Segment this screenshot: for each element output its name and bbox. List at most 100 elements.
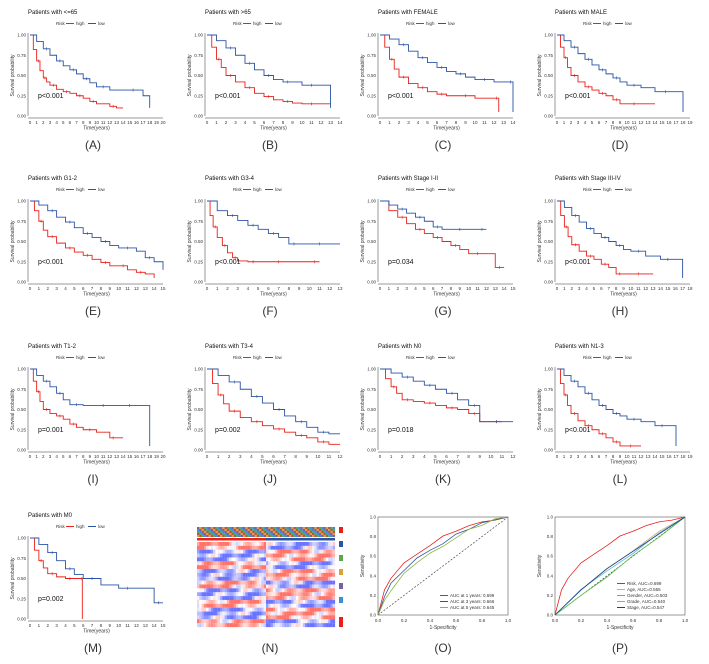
heatmap-cell xyxy=(213,549,216,554)
x-tick-label: 11 xyxy=(125,623,130,628)
heatmap-cell xyxy=(215,607,218,612)
heatmap-cell xyxy=(222,615,225,620)
heatmap-cell xyxy=(295,596,299,601)
x-tick-label: 9 xyxy=(619,454,622,459)
heatmap-cell xyxy=(309,545,313,550)
heatmap-cell xyxy=(321,615,324,620)
x-tick-label: 5 xyxy=(62,120,65,125)
heatmap-cell xyxy=(314,588,317,593)
heatmap-cell xyxy=(231,576,234,581)
heatmap-cell xyxy=(224,576,227,581)
annotation-cell xyxy=(286,535,290,537)
roc-curve xyxy=(554,516,686,616)
heatmap-cell xyxy=(254,572,257,577)
x-tick-label: 12 xyxy=(337,454,343,459)
km-curve-high xyxy=(30,200,155,278)
heatmap-cell xyxy=(314,561,317,566)
heatmap-cell xyxy=(325,599,329,604)
heatmap-cell xyxy=(268,611,271,616)
heatmap-cell xyxy=(314,580,317,585)
heatmap-cell xyxy=(259,565,262,570)
heatmap-cell xyxy=(210,584,214,589)
legend-label-low: low xyxy=(98,21,106,26)
heatmap-cell xyxy=(279,611,283,616)
annotation-cell xyxy=(282,533,285,535)
x-tick-label: 6 xyxy=(445,454,448,459)
heatmap-cell xyxy=(282,565,285,570)
legend-label-low: low xyxy=(448,21,456,26)
heatmap-cell xyxy=(243,592,246,597)
heatmap-cell xyxy=(289,584,292,589)
heatmap-cell xyxy=(201,580,204,585)
heatmap-cell xyxy=(206,603,209,608)
panel-p: 0.0 0.2 0.4 0.6 0.8 1.0 0.0 0.2 0.4 0.6 0.8 1.0 1-Sp… xyxy=(535,505,705,656)
heatmap-cell xyxy=(243,549,246,554)
x-tick-label: 15 xyxy=(160,286,166,291)
x-tick-label: 10 xyxy=(307,286,313,291)
heatmap-cell xyxy=(302,569,306,574)
y-tick-label: 0.75 xyxy=(544,53,553,58)
heatmap-cell xyxy=(206,588,209,593)
x-tick-label: 8 xyxy=(615,286,618,291)
x-tick-label: 0 xyxy=(29,454,32,459)
y-axis-label: Survival probability xyxy=(10,54,16,96)
annotation-cell xyxy=(210,533,214,535)
km-curve-high xyxy=(30,537,83,619)
heatmap-cell xyxy=(238,584,241,589)
heatmap-cell xyxy=(275,572,278,577)
heatmap-cell xyxy=(266,619,269,624)
heatmap-cell xyxy=(238,596,241,601)
annotation-cell xyxy=(275,531,278,533)
heatmap-cell xyxy=(215,557,218,562)
heatmap-cell xyxy=(272,615,276,620)
heatmap-cell xyxy=(199,565,202,570)
x-tick-label: 0 xyxy=(206,120,209,125)
heatmap-cell xyxy=(307,611,310,616)
x-tick-label: 2 xyxy=(570,454,573,459)
y-tick-label: 0.75 xyxy=(17,556,26,561)
annotation-cell xyxy=(252,535,255,537)
heatmap-cell xyxy=(298,599,301,604)
heatmap-cell xyxy=(199,611,202,616)
annotation-cell xyxy=(332,529,336,531)
heatmap-cell xyxy=(295,580,299,585)
x-tick-label: 7 xyxy=(605,454,608,459)
annotation-cell xyxy=(197,535,200,537)
heatmap-cell xyxy=(236,619,239,624)
heatmap-cell xyxy=(197,553,200,558)
heatmap-cell xyxy=(236,576,239,581)
y-tick-label: 0.00 xyxy=(367,280,376,285)
plot-frame xyxy=(377,516,509,616)
heatmap-cell xyxy=(199,584,202,589)
annotation-cell xyxy=(261,531,264,533)
heatmap-cell xyxy=(256,561,260,566)
panel-label: (K) xyxy=(435,472,451,486)
heatmap-cell xyxy=(233,569,237,574)
heatmap-cell xyxy=(275,542,278,546)
heatmap-cell xyxy=(233,588,237,593)
y-tick-label: 0.50 xyxy=(17,407,26,412)
heatmap-cell xyxy=(298,569,301,574)
heatmap-cell xyxy=(217,545,221,550)
x-tick-label: 14 xyxy=(652,454,658,459)
annotation-cell xyxy=(236,535,239,537)
heatmap-cell xyxy=(206,619,209,624)
heatmap-cell xyxy=(247,592,250,597)
x-tick-label: 13 xyxy=(143,286,149,291)
annotation-cell xyxy=(277,527,280,529)
heatmap-cell xyxy=(224,611,227,616)
x-tick-label: 2 xyxy=(46,623,49,628)
annotation-cell xyxy=(224,527,227,529)
heatmap-cell xyxy=(268,569,271,574)
heatmap-cell xyxy=(217,596,221,601)
chart-svg: 0.0 0.2 0.4 0.6 0.8 1.00.00.20.40.60.81.01-Sp… xyxy=(360,515,512,632)
x-tick-label: 9 xyxy=(459,286,462,291)
heatmap-cell xyxy=(261,599,264,604)
y-tick-label: 1.00 xyxy=(17,536,26,541)
legend-chip xyxy=(339,597,343,603)
annotation-cell xyxy=(291,531,294,533)
heatmap-cell xyxy=(291,553,294,558)
heatmap-cell xyxy=(231,611,234,616)
